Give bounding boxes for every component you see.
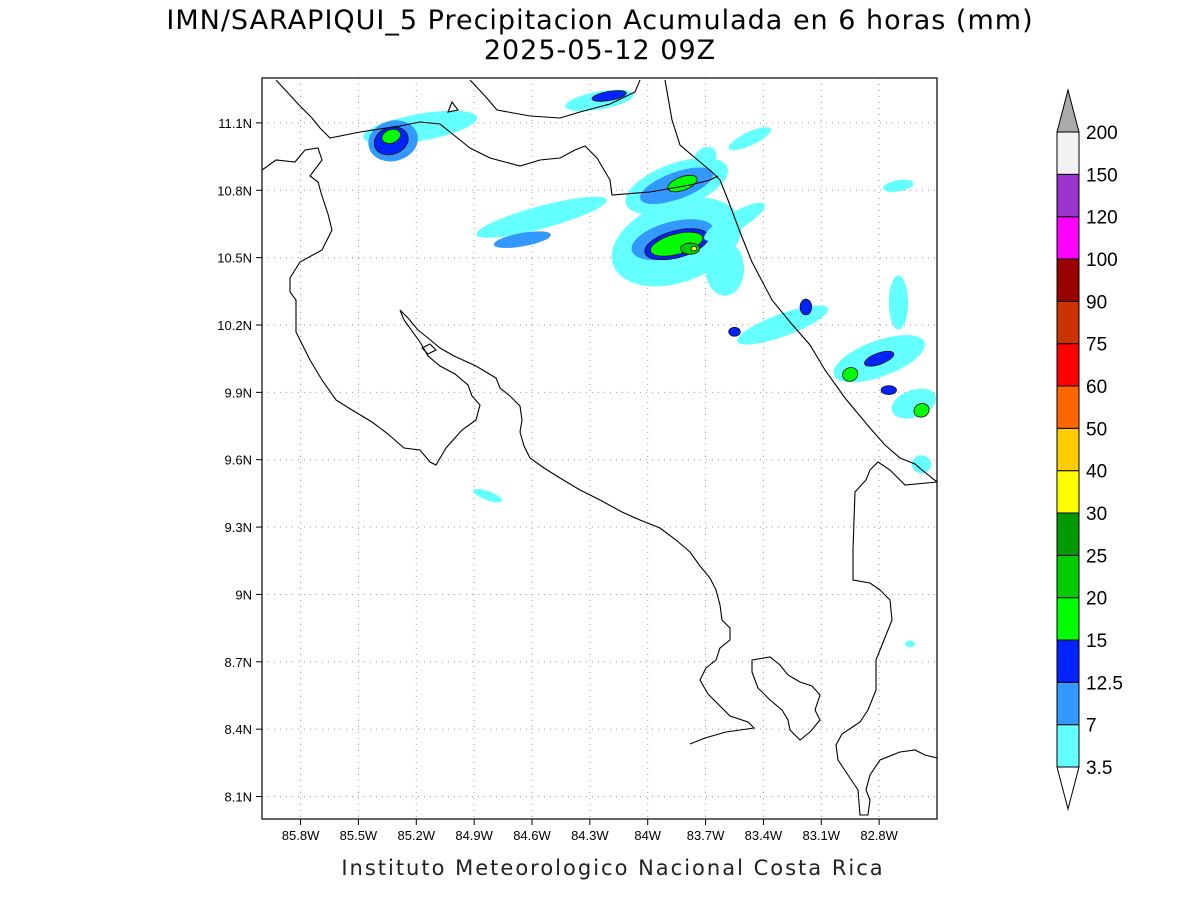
colorbar-level-label: 200 [1086, 123, 1118, 144]
lat-tick-label: 9.9N [225, 385, 252, 400]
lat-tick-label: 8.7N [225, 655, 252, 670]
lat-tick-label: 9.6N [225, 453, 252, 468]
lat-tick-label: 10.8N [217, 183, 252, 198]
colorbar-swatch [1056, 343, 1080, 387]
colorbar-level-label: 3.5 [1086, 758, 1112, 779]
lon-tick-label: 83.1W [802, 828, 840, 843]
lon-tick-label: 83.4W [745, 828, 783, 843]
colorbar-level-label: 40 [1086, 462, 1107, 483]
precip-cell [880, 385, 897, 396]
lon-tick-label: 84.3W [571, 828, 609, 843]
lon-tick-label: 85.8W [282, 828, 320, 843]
coastline-and-borders [262, 79, 937, 816]
colorbar-swatch [1056, 131, 1080, 175]
colorbar-level-label: 12.5 [1086, 673, 1123, 694]
colorbar-swatch [1056, 470, 1080, 514]
pacific-coast-line [262, 147, 756, 745]
lon-tick-label: 83.7W [687, 828, 725, 843]
colorbar-level-label: 50 [1086, 419, 1107, 440]
colorbar-swatch [1056, 173, 1080, 218]
precip-cell [704, 202, 765, 241]
colorbar-level-label: 15 [1086, 631, 1107, 652]
lat-tick-label: 9N [235, 587, 252, 602]
lon-tick-label: 82.8W [860, 828, 898, 843]
lat-tick-label: 8.1N [225, 790, 252, 805]
caribbean-coast-costa-rica-line [664, 79, 937, 483]
colorbar-level-label: 150 [1086, 165, 1118, 186]
colorbar-level-label: 20 [1086, 589, 1107, 610]
precip-cell [911, 455, 932, 474]
lake-islet-line [447, 100, 459, 113]
lon-tick-label: 84.9W [455, 828, 493, 843]
institution-footer: Instituto Meteorologico Nacional Costa R… [341, 856, 885, 880]
colorbar-swatch [1056, 639, 1080, 683]
caribbean-coast-north-line [469, 79, 641, 119]
precip-cell [473, 488, 503, 503]
map-title: IMN/SARAPIQUI_5 Precipitacion Acumulada … [166, 5, 1034, 36]
precip-cell [842, 367, 859, 382]
colorbar-swatch [1056, 300, 1080, 345]
colorbar-swatch [1056, 216, 1080, 260]
colorbar-swatch [1056, 427, 1080, 472]
colorbar-overflow-triangle [1056, 88, 1080, 133]
lon-tick-label: 85.5W [340, 828, 378, 843]
precip-cell [591, 90, 627, 102]
colorbar-swatch [1056, 597, 1080, 641]
colorbar-level-label: 25 [1086, 546, 1107, 567]
colorbar-underflow-triangle [1056, 766, 1080, 811]
lon-tick-label: 84W [634, 828, 661, 843]
longitude-axis: 85.8W 85.5W 85.2W 84.9W 84.6W 84.3W 84W 83.7W 83… [282, 819, 899, 843]
lon-tick-label: 85.2W [397, 828, 435, 843]
map-background [262, 78, 937, 819]
precip-cell [883, 179, 914, 192]
precip-cell [705, 241, 745, 296]
lat-tick-label: 10.5N [217, 251, 252, 266]
precipitation-colorbar: 3.5 7 12.5 15 20 25 30 40 50 60 75 90 100 120 150 200 [1056, 88, 1123, 811]
precip-cell [381, 128, 401, 144]
nicoya-gulf-island-line [421, 343, 437, 355]
precip-cell [728, 326, 741, 337]
latitude-axis: 11.1N 10.8N 10.5N 10.2N 9.9N 9.6N 9.3N 9N 8.7N 8.… [217, 116, 262, 805]
lat-tick-label: 11.1N [218, 116, 252, 131]
lat-tick-label: 8.4N [225, 722, 252, 737]
colorbar-swatch [1056, 554, 1080, 599]
colorbar-level-label: 7 [1086, 716, 1097, 737]
colorbar-level-label: 100 [1086, 250, 1118, 271]
lon-tick-label: 84.6W [513, 828, 551, 843]
colorbar-swatch [1056, 512, 1080, 556]
colorbar-swatch [1056, 258, 1080, 302]
colorbar-level-label: 90 [1086, 292, 1107, 313]
precip-cell [493, 231, 551, 248]
precip-cell [864, 350, 895, 367]
colorbar-level-label: 30 [1086, 504, 1107, 525]
colorbar-swatch [1056, 724, 1080, 768]
lat-tick-label: 10.2N [217, 318, 252, 333]
osa-peninsula-line [751, 656, 821, 741]
precip-cell [680, 242, 701, 255]
precip-cell [799, 298, 813, 316]
map-frame [261, 77, 938, 820]
colorbar-level-label: 120 [1086, 208, 1118, 229]
map-date-subtitle: 2025-05-12 09Z [483, 35, 717, 66]
colorbar-level-label: 75 [1086, 335, 1107, 356]
precip-cell [728, 127, 772, 151]
precip-cell [888, 275, 909, 330]
precip-cell [905, 640, 915, 648]
colorbar-swatch [1056, 681, 1080, 726]
nicaragua-border-line [275, 79, 719, 196]
precip-cell [690, 246, 698, 252]
precip-cell [476, 196, 607, 238]
precip-cell [913, 403, 930, 418]
colorbar-swatch [1056, 385, 1080, 429]
colorbar-level-label: 60 [1086, 377, 1107, 398]
panama-border-line [835, 461, 937, 816]
lat-tick-label: 9.3N [225, 520, 252, 535]
